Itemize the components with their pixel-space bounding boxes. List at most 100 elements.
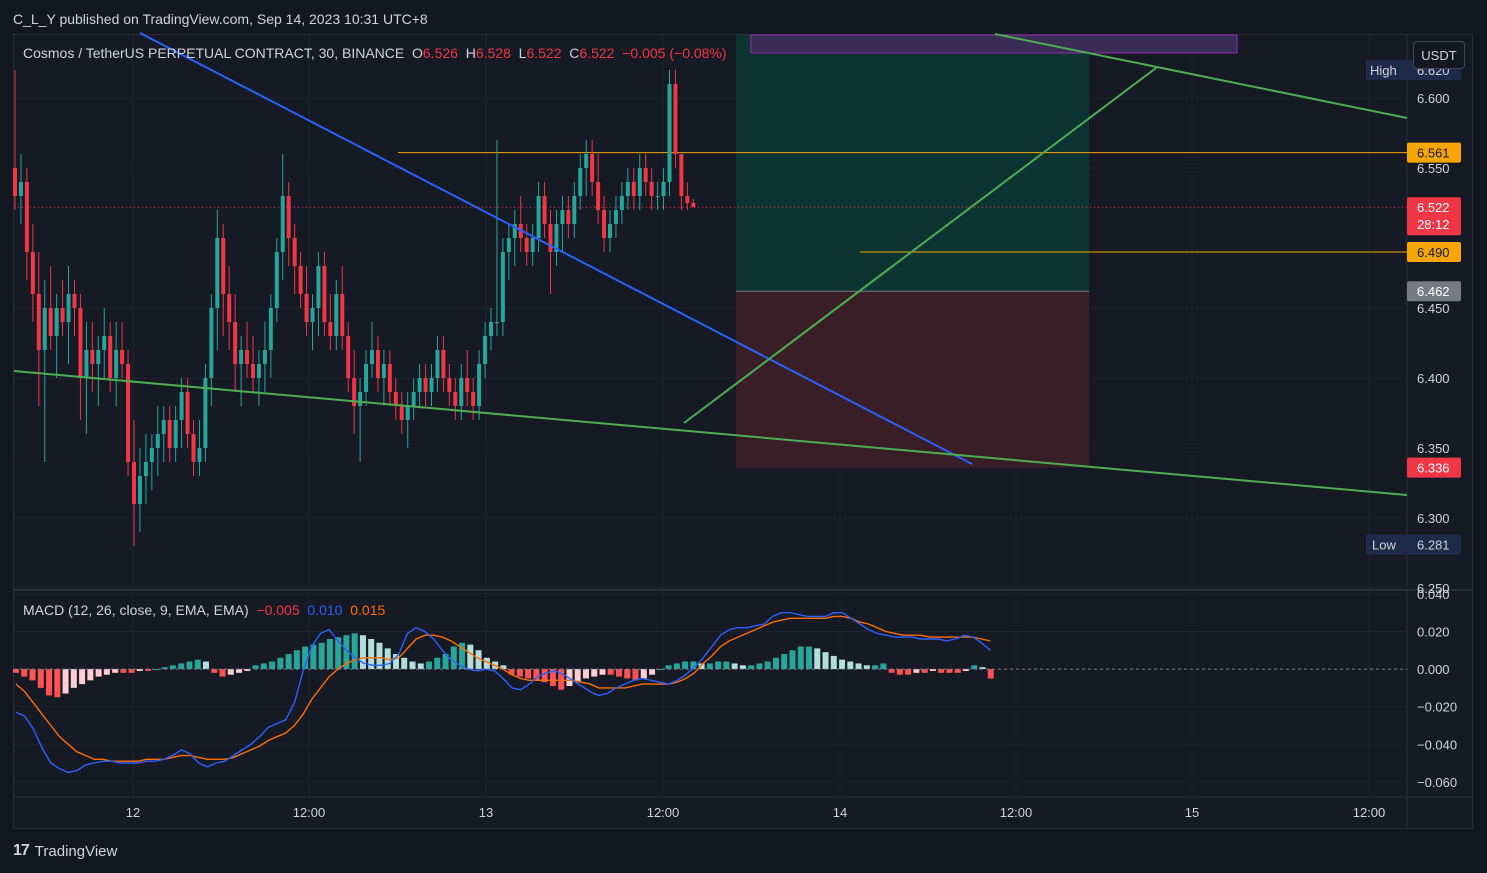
currency-button[interactable]: USDT bbox=[1413, 41, 1465, 69]
candle-body bbox=[114, 350, 119, 378]
macd-hist-bar bbox=[54, 669, 61, 698]
candle-body bbox=[429, 378, 434, 392]
candle-body bbox=[548, 224, 553, 252]
candle-body bbox=[18, 182, 23, 196]
macd-hist-bar bbox=[409, 661, 416, 670]
lower-channel-line bbox=[13, 370, 1408, 496]
candle-body bbox=[506, 238, 511, 252]
candle-body bbox=[221, 238, 226, 294]
macd-hist-bar bbox=[302, 646, 309, 670]
macd-hist-bar bbox=[417, 663, 424, 670]
candle-body bbox=[375, 350, 380, 378]
time-tick-label: 12:00 bbox=[1353, 805, 1386, 820]
candle-body bbox=[251, 364, 255, 378]
candle-body bbox=[596, 182, 601, 210]
symbol-name: Cosmos / TetherUS PERPETUAL CONTRACT, 30… bbox=[23, 45, 405, 61]
high-tag-bg bbox=[1366, 60, 1406, 80]
macd-hist-bar bbox=[715, 661, 722, 670]
high-value: 6.528 bbox=[475, 45, 511, 61]
descending-trendline bbox=[139, 32, 973, 465]
macd-hist-bar bbox=[244, 669, 251, 671]
upper-channel-line bbox=[994, 33, 1408, 119]
macd-hist-bar bbox=[665, 665, 672, 670]
countdown-label: 28:12 bbox=[1417, 217, 1450, 232]
macd-legend: MACD (12, 26, close, 9, EMA, EMA) −0.005… bbox=[23, 602, 385, 618]
macd-hist-bar bbox=[293, 650, 300, 670]
candle-body bbox=[262, 350, 267, 364]
candle-body bbox=[298, 266, 303, 294]
macd-hist-bar bbox=[582, 669, 589, 679]
macd-hist-bar bbox=[607, 669, 614, 675]
symbol-legend: Cosmos / TetherUS PERPETUAL CONTRACT, 30… bbox=[23, 45, 727, 61]
candle-body bbox=[96, 350, 101, 364]
macd-hist-bar bbox=[640, 669, 647, 679]
macd-title: MACD (12, 26, close, 9, EMA, EMA) bbox=[23, 602, 249, 618]
macd-hist-bar bbox=[169, 665, 176, 670]
macd-hist-bar bbox=[896, 669, 903, 675]
candle-body bbox=[489, 322, 493, 336]
candle-body bbox=[203, 378, 208, 448]
macd-hist-bar bbox=[591, 669, 598, 677]
macd-hist-bar bbox=[120, 669, 127, 673]
candle-body bbox=[340, 294, 345, 336]
macd-hist-bar bbox=[880, 663, 887, 670]
candle-body bbox=[453, 392, 458, 406]
macd-hist-bar bbox=[772, 657, 779, 670]
candle-body bbox=[459, 378, 464, 406]
macd-hist-bar bbox=[913, 669, 920, 673]
macd-hist-bar bbox=[822, 652, 829, 670]
macd-hist-bar bbox=[830, 655, 837, 670]
candle-body bbox=[322, 266, 327, 322]
candle-body bbox=[197, 448, 202, 462]
candle-body bbox=[625, 182, 630, 196]
close-label: C bbox=[569, 45, 580, 61]
candle-body bbox=[108, 336, 113, 378]
macd-tick-label: 0.000 bbox=[1417, 662, 1450, 677]
macd-signal-line bbox=[15, 615, 991, 762]
candle-body bbox=[143, 462, 148, 476]
candle-body bbox=[286, 196, 291, 238]
tradingview-logo[interactable]: 17 TradingView bbox=[13, 842, 117, 860]
price-tick-label: 6.250 bbox=[1417, 581, 1450, 596]
candle-body bbox=[167, 420, 172, 448]
macd-hist-bar bbox=[764, 661, 771, 670]
candle-body bbox=[423, 378, 428, 392]
resistance-zone bbox=[750, 34, 1238, 54]
loss-zone bbox=[736, 291, 1089, 468]
macd-hist-bar bbox=[450, 646, 457, 670]
macd-hist-value: −0.005 bbox=[256, 602, 300, 618]
macd-histogram bbox=[13, 633, 994, 698]
candle-body bbox=[358, 392, 363, 406]
level-upper-label-bg bbox=[1407, 142, 1461, 163]
candle-body bbox=[13, 168, 17, 196]
macd-hist-bar bbox=[706, 663, 713, 670]
macd-hist-bar bbox=[781, 654, 788, 670]
candle-body bbox=[48, 308, 53, 336]
candle-body bbox=[102, 336, 107, 350]
level-upper-label: 6.561 bbox=[1417, 146, 1450, 161]
macd-hist-bar bbox=[682, 661, 689, 670]
candle-body bbox=[572, 196, 577, 224]
candle-body bbox=[78, 308, 83, 378]
macd-hist-bar bbox=[954, 669, 961, 673]
candle-body bbox=[393, 392, 398, 406]
candle-body bbox=[370, 350, 374, 364]
macd-line bbox=[15, 612, 991, 774]
macd-hist-bar bbox=[748, 665, 755, 670]
time-tick-label: 15 bbox=[1185, 805, 1199, 820]
macd-hist-bar bbox=[335, 637, 342, 670]
candle-body bbox=[137, 476, 142, 504]
macd-hist-bar bbox=[987, 669, 994, 679]
macd-hist-bar bbox=[401, 657, 408, 670]
candle-body bbox=[42, 308, 47, 350]
macd-hist-bar bbox=[888, 669, 895, 673]
candle-body bbox=[54, 308, 59, 336]
publisher-line: C_L_Y published on TradingView.com, Sep … bbox=[13, 11, 428, 27]
macd-hist-bar bbox=[814, 648, 821, 670]
macd-hist-bar bbox=[351, 633, 358, 670]
candle-body bbox=[346, 336, 351, 378]
candle-body bbox=[679, 154, 684, 196]
candle-body bbox=[179, 392, 184, 420]
candle-body bbox=[256, 364, 261, 378]
